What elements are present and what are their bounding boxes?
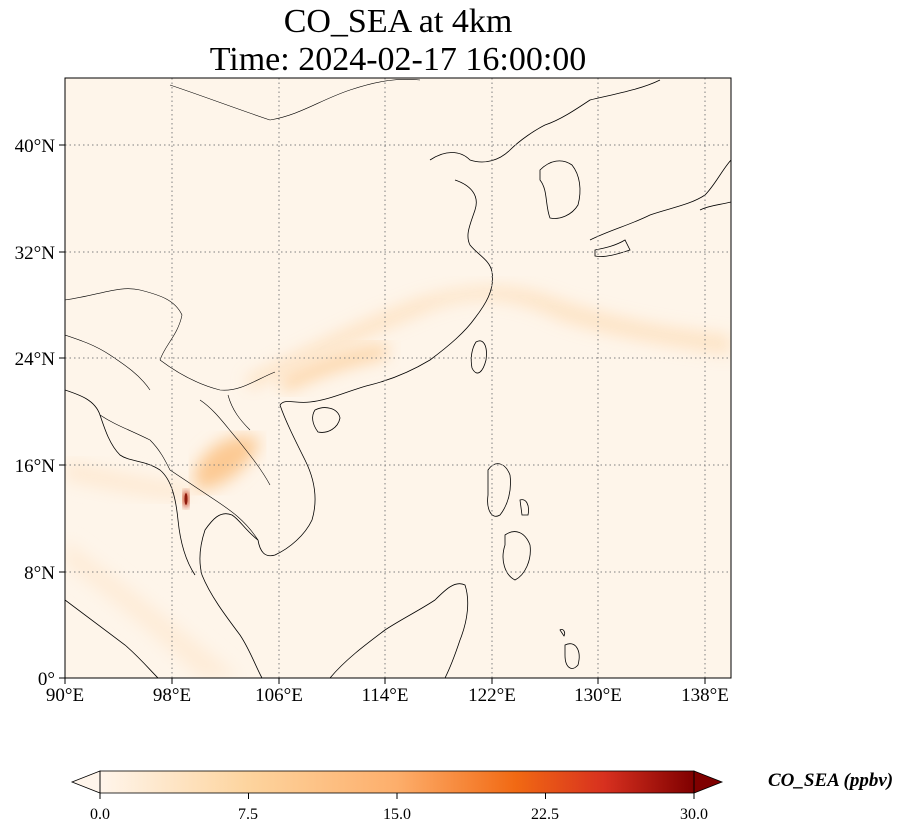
lon-tick-114: 114°E xyxy=(362,685,409,706)
colorbar-tick-7-5: 7.5 xyxy=(238,806,258,823)
colorbar xyxy=(70,770,724,799)
colorbar-label: CO_SEA (ppbv) xyxy=(768,770,894,791)
colorbar-tick-22-5: 22.5 xyxy=(531,806,559,823)
lon-tick-130: 130°E xyxy=(574,685,622,706)
gridlines xyxy=(65,78,731,678)
lat-tick-24: 24°N xyxy=(15,349,56,370)
lon-tick-98: 98°E xyxy=(153,685,191,706)
lat-tick-32: 32°N xyxy=(15,243,56,264)
lat-tick-8: 8°N xyxy=(24,563,55,584)
axis-tick-marks xyxy=(59,144,706,684)
colorbar-tick-15: 15.0 xyxy=(383,806,411,823)
colorbar-extend-low xyxy=(70,770,101,794)
lon-tick-138: 138°E xyxy=(681,685,729,706)
map-subtitle-time: Time: 2024-02-17 16:00:00 xyxy=(209,41,587,78)
lat-tick-40: 40°N xyxy=(15,136,56,157)
colorbar-tick-30: 30.0 xyxy=(680,806,708,823)
lon-tick-90: 90°E xyxy=(46,685,84,706)
lat-tick-16: 16°N xyxy=(15,456,56,477)
coastlines xyxy=(65,79,731,678)
colorbar-extend-high xyxy=(693,770,724,794)
co-concentration-field xyxy=(65,286,731,678)
map-frame xyxy=(64,77,732,679)
country-borders xyxy=(65,79,421,541)
map-plot-area xyxy=(65,78,731,678)
colorbar-tick-0: 0.0 xyxy=(90,806,110,823)
lat-tick-0: 0° xyxy=(38,669,55,690)
lon-tick-106: 106°E xyxy=(255,685,303,706)
map-title: CO_SEA at 4km xyxy=(283,3,513,40)
lon-tick-122: 122°E xyxy=(468,685,516,706)
